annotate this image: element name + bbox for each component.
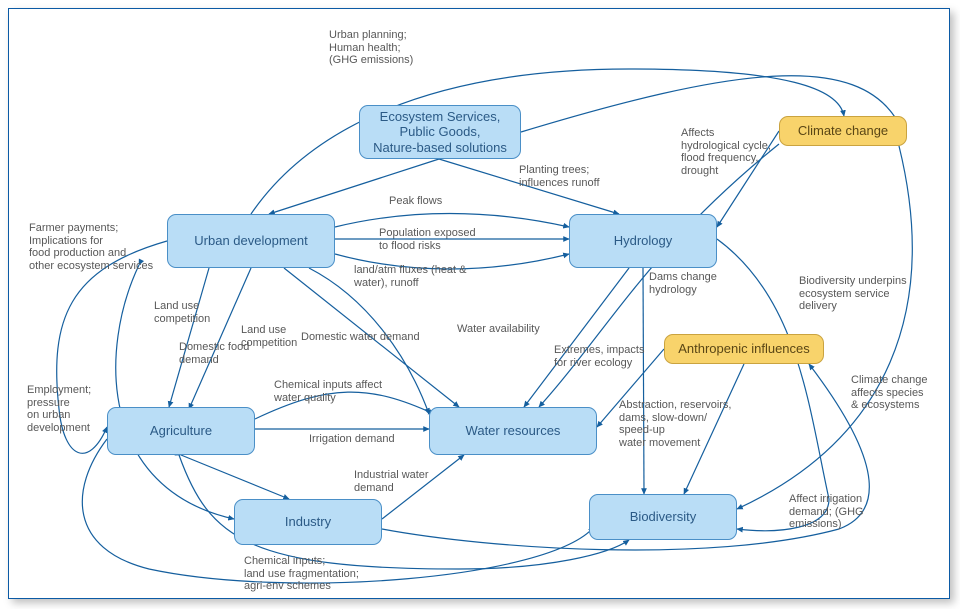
edge-label-23: Chemical inputs;land use fragmentation;a… [244,555,359,593]
edge-label-5: Population exposedto flood risks [379,227,476,252]
node-industry: Industry [234,499,382,545]
edge-label-8: Biodiversity underpinsecosystem serviced… [799,275,907,313]
node-urban: Urban development [167,214,335,268]
node-biodiv: Biodiversity [589,494,737,540]
edge-label-3: Planting trees;influences runoff [519,164,600,189]
diagram-frame: Urban development Ecosystem Services,Publ… [8,8,950,599]
edge-label-15: Extremes, impactsfor river ecology [554,344,644,369]
edge-21 [181,455,289,499]
edge-label-16: Chemical inputs affectwater quality [274,379,382,404]
edge-label-22: Affect irrigationdemand; (GHGemissions) [789,493,864,531]
edge-label-2: Affectshydrological cycle,flood frequenc… [681,127,771,178]
edge-label-0: Urban planning;Human health;(GHG emissio… [329,29,413,67]
node-anthropic: Anthropenic influences [664,334,824,364]
edge-label-19: Climate changeaffects species& ecosystem… [851,374,927,412]
node-agriculture: Agriculture [107,407,255,455]
node-water: Water resources [429,407,597,455]
edge-14 [643,268,644,494]
edge-15 [169,268,209,407]
edge-label-6: land/atm fluxes (heat &water), runoff [354,264,467,289]
edge-label-13: Domestic water demand [301,331,420,344]
edge-label-18: Abstraction, reservoirs,dams, slow-down/… [619,399,731,450]
node-hydrology: Hydrology [569,214,717,268]
edge-1 [335,214,569,228]
edge-label-10: Land usecompetition [154,300,210,325]
edge-13 [524,268,629,407]
edge-label-11: Domestic fooddemand [179,341,249,366]
edge-label-9: Farmer payments;Implications forfood pro… [29,222,153,273]
edge-7 [737,146,912,509]
edge-label-7: Dams changehydrology [649,271,717,296]
edge-label-21: Industrial waterdemand [354,469,429,494]
node-ecosystem: Ecosystem Services,Public Goods,Nature-b… [359,105,521,159]
node-climate: Climate change [779,116,907,146]
edge-label-4: Peak flows [389,195,442,208]
edge-label-17: Irrigation demand [309,433,395,446]
edge-label-12: Land usecompetition [241,324,297,349]
edge-label-20: Employment;pressureon urbandevelopment [27,384,91,435]
edge-label-14: Water availability [457,323,540,336]
